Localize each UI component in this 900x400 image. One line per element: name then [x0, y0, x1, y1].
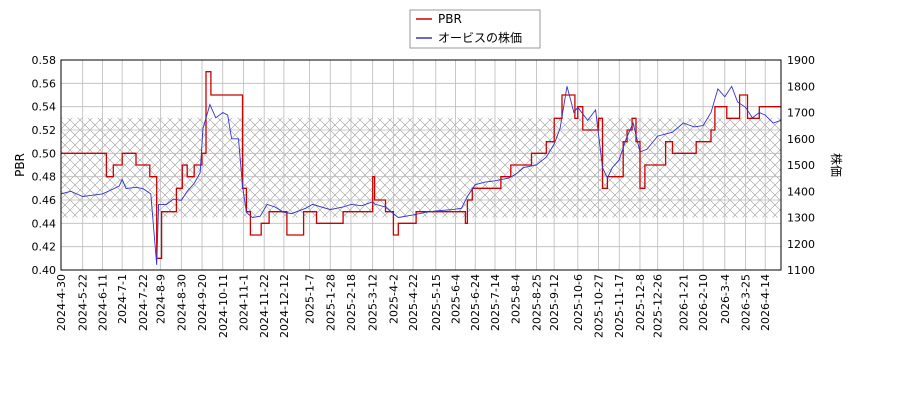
x-tick-label: 2024-11-22: [258, 274, 271, 338]
x-tick-label: 2025-8-4: [510, 274, 523, 324]
x-tick-label: 2025-9-12: [548, 274, 561, 331]
x-ticks: 2024-4-30 2024-5-22 2024-6-11 2024-7-1 2024-…: [55, 274, 772, 338]
y-left-tick-label: 0.48: [32, 171, 57, 184]
y-right-tick-label: 1100: [787, 264, 815, 277]
x-tick-label: 2025-6-4: [450, 274, 463, 324]
grid-lines: [60, 59, 781, 271]
x-tick-label: 2025-6-24: [469, 274, 482, 331]
x-tick-label: 2025-12-8: [634, 274, 647, 331]
x-tick-label: 2025-7-14: [489, 274, 502, 331]
y-right-tick-label: 1800: [787, 80, 815, 93]
x-tick-label: 2025-11-17: [613, 274, 626, 338]
x-tick-label: 2024-12-12: [278, 274, 291, 338]
y-right-tick-label: 1900: [787, 54, 815, 67]
x-tick-label: 2024-8-9: [155, 274, 168, 324]
y-right-tick-label: 1700: [787, 107, 815, 120]
y-left-tick-label: 0.54: [32, 101, 57, 114]
x-tick-label: 2024-6-11: [96, 274, 109, 331]
x-tick-label: 2025-1-28: [324, 274, 337, 331]
legend-box: [409, 9, 541, 49]
y-left-ticks: 0.40 0.42 0.44 0.46 0.48 0.50 0.52 0.54 0.56 0.58: [32, 54, 57, 277]
y-left-tick-label: 0.46: [32, 194, 57, 207]
y-right-tick-label: 1400: [787, 185, 815, 198]
price-line: [61, 85, 781, 265]
x-tick-label: 2026-3-4: [719, 274, 732, 324]
x-tick-label: 2025-1-7: [304, 274, 317, 324]
legend: PBR オービスの株価: [409, 9, 541, 49]
x-tick-label: 2024-9-20: [196, 274, 209, 331]
legend-label-price: オービスの株価: [438, 30, 522, 45]
x-tick-label: 2024-4-30: [55, 274, 68, 331]
series-layer: [61, 71, 781, 265]
x-tick-label: 2024-8-30: [175, 274, 188, 331]
x-tick-label: 2025-3-12: [367, 274, 380, 331]
x-tick-label: 2026-2-10: [697, 274, 710, 331]
x-tick-label: 2025-4-22: [407, 274, 420, 331]
x-tick-label: 2025-2-18: [345, 274, 358, 331]
x-tick-label: 2024-11-1: [237, 274, 250, 331]
y-left-tick-label: 0.44: [32, 217, 57, 230]
x-tick-label: 2025-12-26: [652, 274, 665, 338]
y-right-tick-label: 1300: [787, 212, 815, 225]
y-left-tick-label: 0.56: [32, 77, 57, 90]
x-tick-label: 2025-5-15: [430, 274, 443, 331]
x-tick-label: 2025-4-2: [387, 274, 400, 324]
y-left-tick-label: 0.52: [32, 124, 57, 137]
y-left-tick-label: 0.50: [32, 147, 57, 160]
x-tick-label: 2024-7-1: [116, 274, 129, 324]
x-tick-label: 2024-7-22: [137, 274, 150, 331]
y-right-axis-title: 株価: [829, 153, 844, 177]
pbr-line: [61, 71, 781, 259]
y-right-tick-label: 1600: [787, 133, 815, 146]
x-tick-label: 2024-10-11: [217, 274, 230, 338]
x-tick-label: 2024-5-22: [77, 274, 90, 331]
legend-label-pbr: PBR: [438, 12, 462, 26]
x-tick-label: 2026-3-25: [739, 274, 752, 331]
x-tick-label: 2025-8-25: [530, 274, 543, 331]
plot-frame: [60, 59, 782, 271]
y-left-tick-label: 0.58: [32, 54, 57, 67]
y-left-axis-title: PBR: [13, 153, 27, 177]
x-tick-label: 2025-10-27: [593, 274, 606, 338]
x-tick-label: 2026-4-14: [759, 274, 772, 331]
x-tick-label: 2025-10-6: [572, 274, 585, 331]
y-right-tick-label: 1200: [787, 238, 815, 251]
y-right-ticks: 1100 1200 1300 1400 1500 1600 1700 1800 1900: [787, 54, 815, 277]
x-tick-label: 2026-1-21: [677, 274, 690, 331]
y-left-tick-label: 0.42: [32, 241, 57, 254]
y-right-tick-label: 1500: [787, 159, 815, 172]
y-left-tick-label: 0.40: [32, 264, 57, 277]
